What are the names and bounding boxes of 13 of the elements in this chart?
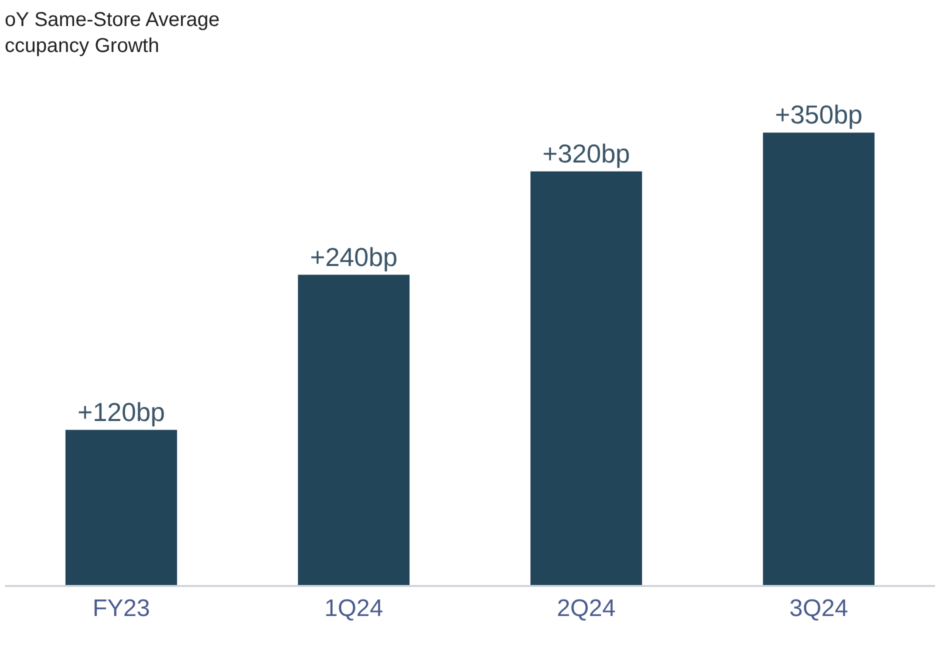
chart-title: oY Same-Store Average ccupancy Growth: [4, 8, 220, 57]
x-tick-label: 3Q24: [789, 594, 848, 622]
data-label: +240bp: [310, 242, 398, 272]
data-label: +320bp: [542, 138, 630, 168]
data-label: +350bp: [775, 100, 862, 130]
x-tick-label: 1Q24: [324, 594, 384, 622]
bar: [65, 430, 178, 585]
bar: [762, 132, 875, 585]
data-label: +120bp: [78, 396, 165, 427]
x-tick-label: FY23: [92, 594, 150, 622]
x-tick-label: 2Q24: [556, 594, 616, 622]
bar: [530, 171, 642, 585]
bar: [298, 274, 410, 585]
